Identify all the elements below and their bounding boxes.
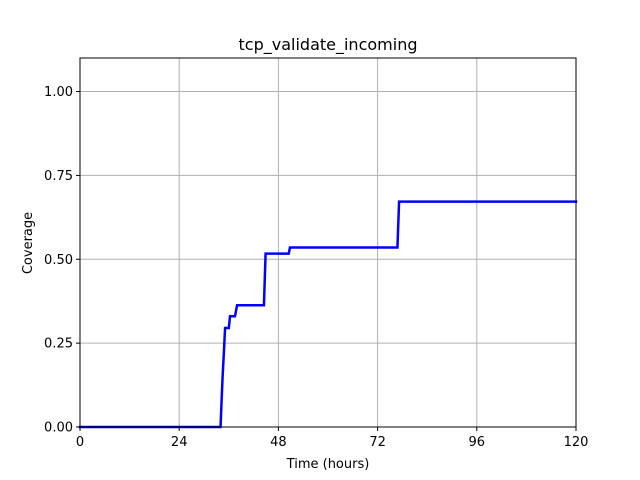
x-tick-label: 0 (76, 435, 84, 450)
x-axis-label: Time (hours) (286, 457, 370, 472)
x-tick-label: 120 (564, 435, 589, 450)
x-tick-label: 48 (270, 435, 287, 450)
y-tick-label: 0.00 (44, 421, 73, 436)
series-layer (78, 200, 578, 429)
ticks: 0 24 48 72 96 120 0.00 0.25 0.50 0.75 1.00 (44, 85, 588, 450)
chart-title: tcp_validate_incoming (239, 35, 418, 55)
x-tick-label: 24 (171, 435, 188, 450)
y-tick-label: 0.50 (44, 253, 73, 268)
x-tick-label: 72 (369, 435, 386, 450)
y-axis-label: Coverage (21, 212, 36, 274)
y-tick-label: 0.75 (44, 169, 73, 184)
plot-frame (79, 57, 577, 428)
series-line (78, 200, 578, 429)
grid (79, 58, 577, 428)
y-tick-label: 1.00 (44, 85, 73, 100)
y-tick-label: 0.25 (44, 337, 73, 352)
x-tick-label: 96 (469, 435, 486, 450)
